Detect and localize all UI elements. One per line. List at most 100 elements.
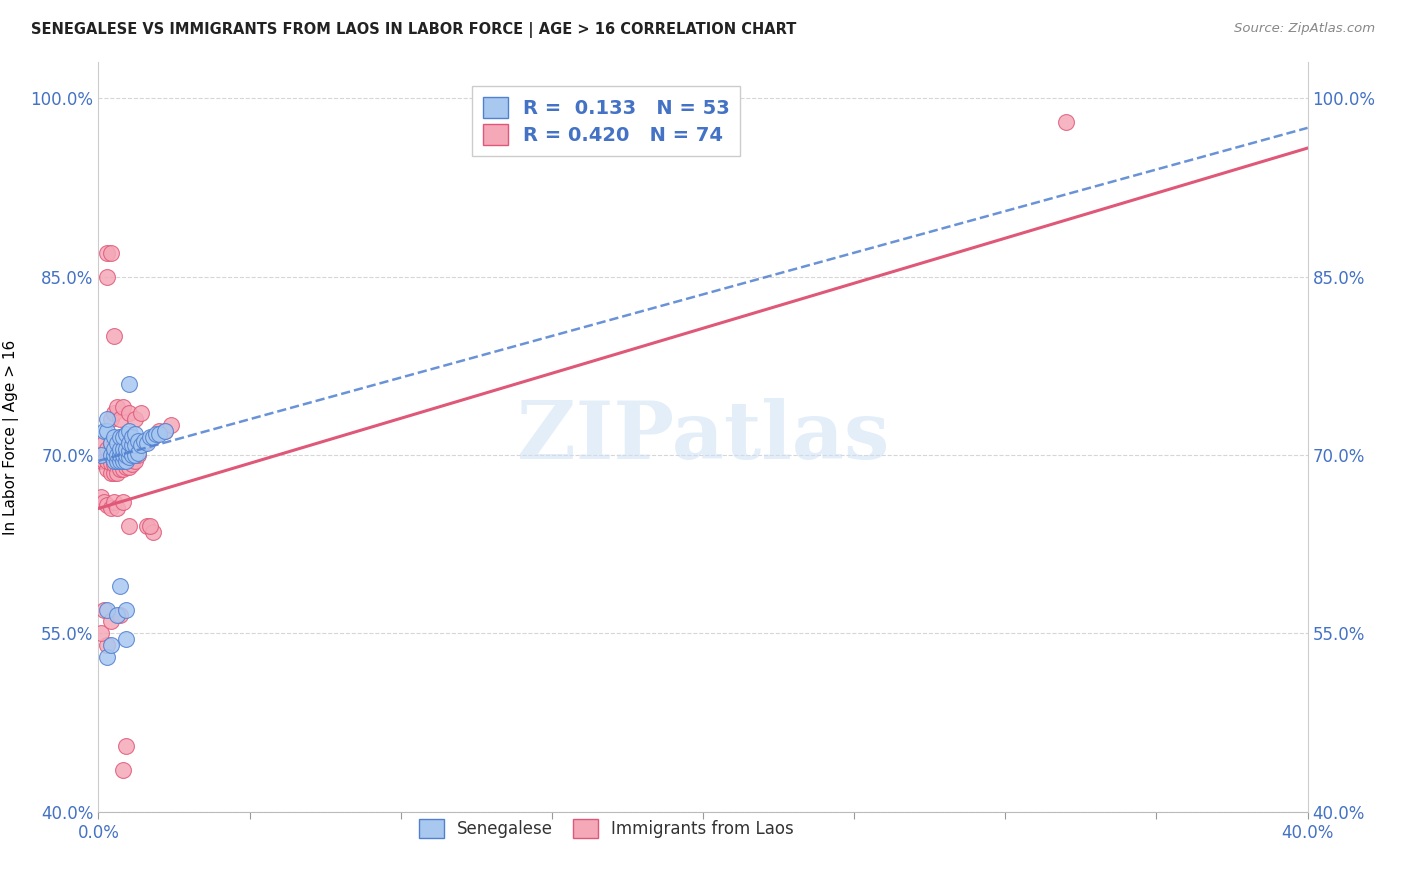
Point bbox=[135, 436, 157, 450]
Point bbox=[118, 448, 141, 462]
Point bbox=[105, 454, 128, 468]
Point bbox=[1054, 115, 1077, 129]
Point bbox=[124, 454, 146, 468]
Point bbox=[93, 436, 115, 450]
Point bbox=[114, 442, 136, 456]
Point bbox=[124, 412, 146, 426]
Point bbox=[121, 442, 143, 456]
Point bbox=[111, 462, 134, 476]
Text: Source: ZipAtlas.com: Source: ZipAtlas.com bbox=[1234, 22, 1375, 36]
Point bbox=[118, 459, 141, 474]
Point bbox=[108, 442, 131, 456]
Point bbox=[96, 442, 118, 456]
Point bbox=[114, 739, 136, 754]
Point bbox=[105, 401, 128, 415]
Point bbox=[135, 519, 157, 533]
Point bbox=[103, 448, 125, 462]
Point bbox=[111, 495, 134, 509]
Point bbox=[108, 462, 131, 476]
Point bbox=[129, 406, 152, 420]
Point bbox=[103, 454, 125, 468]
Point bbox=[96, 638, 118, 652]
Legend: Senegalese, Immigrants from Laos: Senegalese, Immigrants from Laos bbox=[412, 812, 800, 845]
Point bbox=[148, 424, 170, 438]
Point bbox=[118, 444, 141, 458]
Point bbox=[118, 424, 141, 438]
Point bbox=[118, 450, 141, 465]
Point bbox=[114, 436, 136, 450]
Point bbox=[100, 615, 122, 629]
Point bbox=[111, 442, 134, 456]
Point bbox=[103, 430, 125, 444]
Point bbox=[135, 434, 157, 448]
Point bbox=[103, 458, 125, 472]
Point bbox=[100, 448, 122, 462]
Point bbox=[139, 519, 162, 533]
Point bbox=[139, 430, 162, 444]
Point bbox=[100, 638, 122, 652]
Point bbox=[118, 434, 141, 448]
Point bbox=[100, 412, 122, 426]
Point bbox=[103, 329, 125, 343]
Point bbox=[121, 458, 143, 472]
Point bbox=[93, 495, 115, 509]
Point bbox=[103, 436, 125, 450]
Point bbox=[118, 376, 141, 391]
Point bbox=[108, 454, 131, 468]
Point bbox=[108, 579, 131, 593]
Point bbox=[105, 608, 128, 623]
Point bbox=[121, 448, 143, 462]
Y-axis label: In Labor Force | Age > 16: In Labor Force | Age > 16 bbox=[3, 340, 20, 534]
Point bbox=[105, 448, 128, 462]
Point bbox=[124, 438, 146, 452]
Point bbox=[96, 269, 118, 284]
Point bbox=[124, 436, 146, 450]
Point bbox=[93, 424, 115, 438]
Point bbox=[111, 763, 134, 777]
Point bbox=[90, 448, 112, 462]
Point bbox=[103, 442, 125, 456]
Point bbox=[108, 430, 131, 444]
Point bbox=[121, 438, 143, 452]
Point bbox=[114, 450, 136, 465]
Point bbox=[111, 454, 134, 468]
Point bbox=[118, 519, 141, 533]
Point bbox=[96, 498, 118, 512]
Point bbox=[105, 454, 128, 468]
Point bbox=[142, 430, 165, 444]
Text: ZIPatlas: ZIPatlas bbox=[517, 398, 889, 476]
Point bbox=[121, 430, 143, 444]
Point bbox=[100, 448, 122, 462]
Point bbox=[111, 401, 134, 415]
Point bbox=[114, 454, 136, 468]
Text: SENEGALESE VS IMMIGRANTS FROM LAOS IN LABOR FORCE | AGE > 16 CORRELATION CHART: SENEGALESE VS IMMIGRANTS FROM LAOS IN LA… bbox=[31, 22, 796, 38]
Point bbox=[96, 462, 118, 476]
Point bbox=[160, 418, 183, 433]
Point bbox=[142, 525, 165, 540]
Point bbox=[90, 490, 112, 504]
Point bbox=[100, 456, 122, 470]
Point bbox=[108, 608, 131, 623]
Point bbox=[96, 650, 118, 665]
Point bbox=[127, 448, 149, 462]
Point bbox=[100, 436, 122, 450]
Point bbox=[103, 406, 125, 420]
Point bbox=[111, 454, 134, 468]
Point bbox=[100, 466, 122, 480]
Point bbox=[108, 454, 131, 468]
Point bbox=[111, 442, 134, 456]
Point bbox=[103, 466, 125, 480]
Point bbox=[90, 454, 112, 468]
Point bbox=[103, 448, 125, 462]
Point bbox=[148, 426, 170, 441]
Point bbox=[124, 426, 146, 441]
Point bbox=[100, 245, 122, 260]
Point bbox=[100, 436, 122, 450]
Point bbox=[108, 448, 131, 462]
Point bbox=[114, 602, 136, 616]
Point bbox=[114, 459, 136, 474]
Point bbox=[114, 632, 136, 647]
Point bbox=[118, 436, 141, 450]
Point bbox=[96, 454, 118, 468]
Point bbox=[108, 412, 131, 426]
